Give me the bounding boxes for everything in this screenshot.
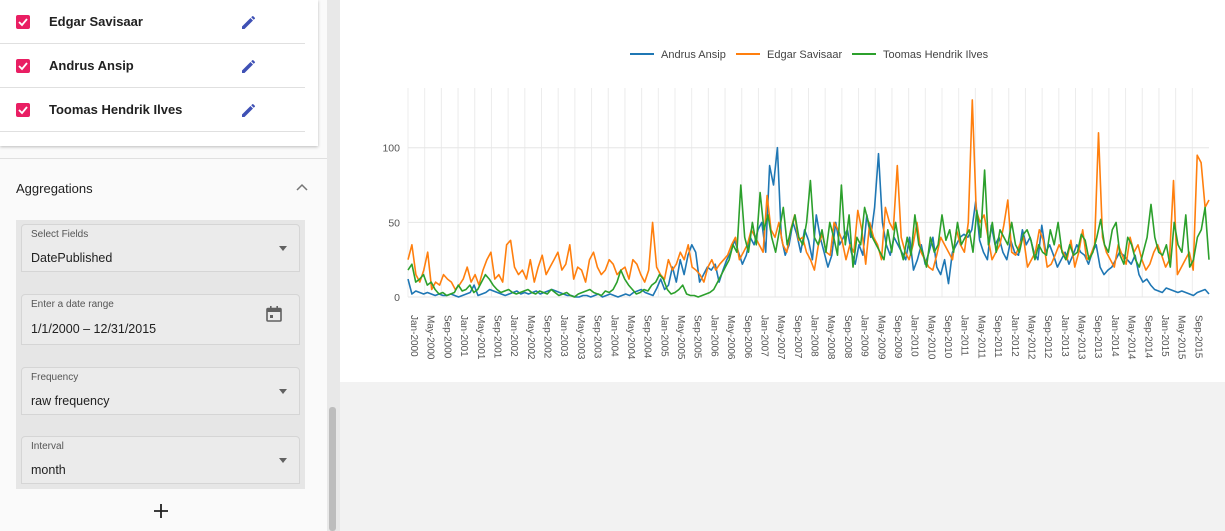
entity-name: Edgar Savisaar [49, 14, 143, 29]
dropdown-caret-icon [279, 389, 287, 394]
field-label: Frequency [31, 372, 79, 383]
checkbox[interactable] [16, 103, 30, 117]
x-tick-label: Jan-2013 [1059, 315, 1070, 357]
divider [0, 158, 327, 159]
select-fields-dropdown[interactable]: Select Fields DatePublished [21, 224, 300, 272]
legend-label: Andrus Ansip [661, 49, 726, 61]
field-value: DatePublished [31, 251, 113, 265]
x-tick-label: May-2015 [1176, 315, 1187, 360]
x-tick-label: May-2003 [575, 315, 586, 360]
x-tick-label: May-2005 [675, 315, 686, 360]
list-item[interactable]: Edgar Savisaar [0, 0, 305, 44]
interval-dropdown[interactable]: Interval month [21, 436, 300, 484]
calendar-icon[interactable] [265, 305, 283, 323]
checkmark-icon [18, 18, 28, 27]
x-tick-label: May-2012 [1025, 315, 1036, 360]
x-tick-label: May-2007 [775, 315, 786, 360]
x-tick-label: Sep-2002 [542, 315, 553, 359]
x-tick-label: Jan-2012 [1009, 315, 1020, 357]
x-tick-label: Sep-2004 [642, 315, 653, 359]
field-value: 1/1/2000 – 12/31/2015 [31, 322, 157, 336]
checkmark-icon [18, 62, 28, 71]
x-tick-label: Jan-2007 [758, 315, 769, 357]
x-tick-label: Sep-2005 [692, 315, 703, 359]
checkmark-icon [18, 106, 28, 115]
plus-icon[interactable] [150, 500, 172, 522]
x-tick-label: Jan-2000 [408, 315, 419, 357]
x-tick-label: Jan-2003 [558, 315, 569, 357]
x-tick-label: Sep-2000 [441, 315, 452, 359]
x-tick-label: Sep-2011 [992, 315, 1003, 358]
x-tick-label: Sep-2010 [942, 315, 953, 359]
x-tick-label: May-2004 [625, 315, 636, 360]
series-line [407, 169, 1210, 298]
pencil-icon[interactable] [239, 56, 259, 76]
series-line [407, 99, 1210, 291]
field-value: raw frequency [31, 394, 110, 408]
checkbox[interactable] [16, 15, 30, 29]
dropdown-caret-icon [279, 458, 287, 463]
x-tick-label: May-2001 [475, 315, 486, 360]
legend-label: Toomas Hendrik Ilves [883, 49, 989, 61]
x-tick-label: May-2000 [425, 315, 436, 360]
y-tick-label: 100 [382, 143, 400, 155]
x-tick-label: Jan-2001 [458, 315, 469, 357]
x-tick-label: May-2006 [725, 315, 736, 360]
sidebar: Edgar Savisaar Andrus Ansip Toomas Hendr… [0, 0, 327, 531]
date-range-input[interactable]: Enter a date range 1/1/2000 – 12/31/2015 [21, 294, 300, 345]
dropdown-caret-icon [279, 246, 287, 251]
field-label: Enter a date range [31, 299, 114, 310]
entity-name: Andrus Ansip [49, 58, 134, 73]
x-tick-label: May-2008 [825, 315, 836, 360]
checkbox[interactable] [16, 59, 30, 73]
x-tick-label: Jan-2010 [909, 315, 920, 357]
aggregations-panel: Select Fields DatePublished Enter a date… [16, 220, 305, 489]
legend-label: Edgar Savisaar [767, 49, 843, 61]
x-tick-label: Jan-2008 [809, 315, 820, 357]
x-tick-label: Sep-2003 [592, 315, 603, 359]
aggregations-title: Aggregations [16, 181, 93, 196]
x-tick-label: May-2010 [925, 315, 936, 360]
entity-list-card: Edgar Savisaar Andrus Ansip Toomas Hendr… [0, 0, 318, 146]
x-tick-label: May-2014 [1126, 315, 1137, 360]
x-tick-label: Sep-2006 [742, 315, 753, 359]
pencil-icon[interactable] [239, 100, 259, 120]
pencil-icon[interactable] [239, 12, 259, 32]
x-tick-label: Jan-2009 [859, 315, 870, 357]
x-tick-label: Sep-2001 [491, 315, 502, 359]
x-tick-label: Jan-2015 [1159, 315, 1170, 357]
field-label: Select Fields [31, 229, 89, 240]
x-tick-label: May-2011 [975, 315, 986, 359]
x-tick-label: Jan-2004 [608, 315, 619, 357]
x-tick-label: May-2009 [875, 315, 886, 360]
scrollbar-track[interactable] [327, 0, 340, 531]
series-line [407, 146, 1210, 298]
entity-name: Toomas Hendrik Ilves [49, 102, 183, 117]
scrollbar-thumb[interactable] [329, 407, 336, 531]
chevron-up-icon[interactable] [294, 180, 310, 196]
line-chart: 0 50 100 Jan-2000 May-2000 Sep-2000 Jan-2001 Ma… [382, 49, 1210, 360]
list-item[interactable]: Andrus Ansip [0, 44, 305, 88]
x-tick-label: Sep-2015 [1192, 315, 1203, 359]
x-tick-label: Jan-2006 [708, 315, 719, 357]
x-tick-label: Jan-2002 [508, 315, 519, 357]
x-tick-label: Jan-2005 [658, 315, 669, 357]
list-item[interactable]: Toomas Hendrik Ilves [0, 88, 305, 132]
x-tick-label: Jan-2014 [1109, 315, 1120, 357]
x-tick-label: May-2013 [1076, 315, 1087, 360]
x-tick-label: Sep-2014 [1142, 315, 1153, 359]
x-tick-label: May-2002 [525, 315, 536, 360]
field-value: month [31, 463, 66, 477]
frequency-dropdown[interactable]: Frequency raw frequency [21, 367, 300, 415]
x-tick-label: Jan-2011 [959, 315, 970, 356]
chart-panel: 0 50 100 Jan-2000 May-2000 Sep-2000 Jan-2001 Ma… [340, 0, 1225, 382]
x-tick-label: Sep-2012 [1042, 315, 1053, 359]
x-tick-label: Sep-2008 [842, 315, 853, 359]
y-tick-label: 0 [394, 292, 400, 304]
y-tick-label: 50 [388, 217, 400, 229]
field-label: Interval [31, 441, 64, 452]
x-tick-label: Sep-2007 [792, 315, 803, 359]
x-tick-label: Sep-2013 [1092, 315, 1103, 359]
x-tick-label: Sep-2009 [892, 315, 903, 359]
